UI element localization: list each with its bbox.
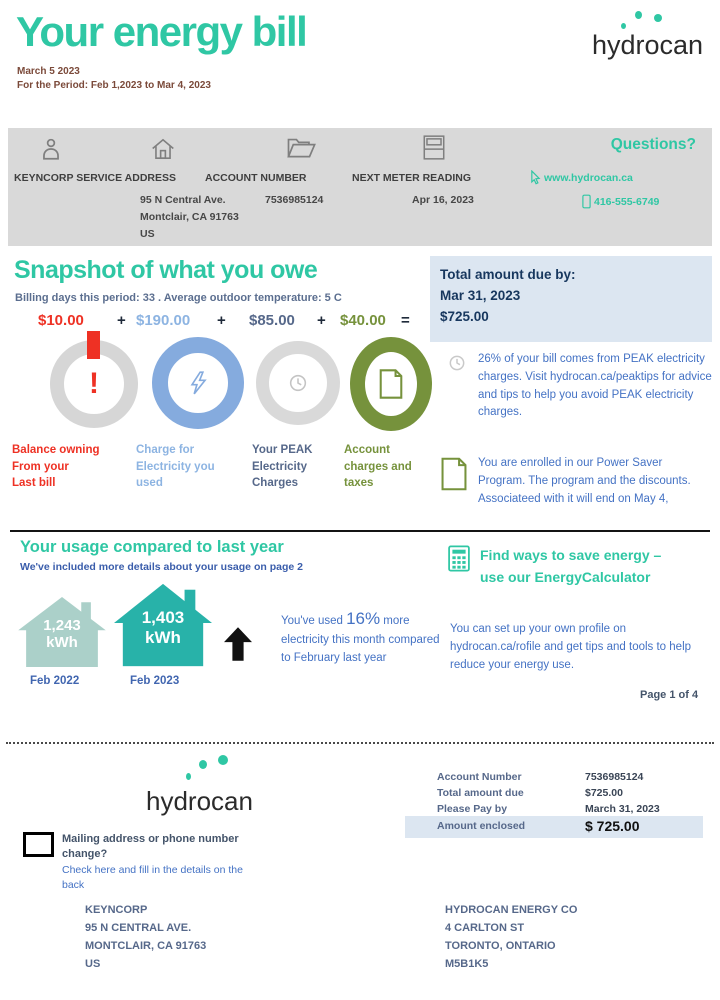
logo-dot-icon — [621, 23, 626, 29]
house-this-year-caption: Feb 2023 — [130, 675, 180, 687]
address-change-note: Check here and fill in the details on th… — [62, 864, 243, 892]
address-change-checkbox[interactable] — [23, 832, 54, 857]
amount-electricity: $190.00 — [136, 312, 191, 329]
usage-heading: Your usage compared to last year — [20, 538, 284, 556]
house-last-year-icon — [18, 597, 106, 667]
amount-peak: $85.00 — [249, 312, 295, 329]
house-this-year-icon — [114, 583, 212, 667]
logo-dot-icon — [199, 760, 207, 769]
service-address-label: KEYNCORP SERVICE ADDRESS — [14, 172, 177, 184]
home-icon — [152, 138, 174, 160]
amount-charges: $40.00 — [340, 312, 386, 329]
document-icon — [441, 457, 467, 491]
charges-donut-label: Account charges and taxes — [344, 444, 412, 490]
amount-enclosed-band — [405, 816, 703, 838]
energy-calculator-text: Find ways to save energy – use our Energ… — [480, 547, 662, 585]
meter-reading-value: Apr 16, 2023 — [412, 194, 474, 206]
logo-dot-icon — [635, 11, 642, 19]
info-band: KEYNCORP SERVICE ADDRESS ACCOUNT NUMBER … — [8, 128, 712, 246]
equals-sign: = — [401, 312, 410, 329]
customer-address: KEYNCORP 95 N CENTRAL AVE. MONTCLAIR, CA… — [85, 904, 207, 971]
stub-brand-logo: hydrocan — [146, 786, 253, 816]
total-due-amount: $725.00 — [440, 308, 489, 324]
website-link[interactable]: www.hydrocan.ca — [530, 170, 633, 185]
stub-row-value: March 31, 2023 — [585, 803, 660, 815]
calculator-icon — [448, 545, 470, 572]
logo-dot-icon — [186, 773, 191, 780]
plus-sign: + — [217, 312, 226, 329]
balance-donut-label: Balance owning From your Last bill — [12, 444, 100, 490]
amount-enclosed-value: $ 725.00 — [585, 818, 640, 834]
total-due-heading: Total amount due by: — [440, 267, 576, 282]
peak-note: 26% of your bill comes from PEAK electri… — [478, 353, 712, 419]
peak-donut — [256, 341, 340, 425]
balance-donut-segment — [87, 331, 100, 359]
questions-heading: Questions? — [610, 136, 696, 153]
company-address: HYDROCAN ENERGY CO 4 CARLTON ST TORONTO,… — [445, 904, 578, 971]
account-number-value: 7536985124 — [265, 194, 324, 206]
service-address-value: 95 N Central Ave. Montclair, CA 91763 US — [140, 194, 239, 240]
power-saver-note: You are enrolled in our Power Saver Prog… — [478, 457, 691, 505]
profile-text: You can set up your own profile on hydro… — [450, 623, 692, 671]
stub-row-label: Please Pay by — [437, 803, 508, 815]
electricity-donut — [152, 337, 244, 429]
cursor-icon — [531, 170, 541, 185]
phone-icon — [582, 194, 591, 209]
clock-icon — [289, 374, 307, 392]
account-number-label: ACCOUNT NUMBER — [205, 172, 307, 184]
usage-subheading: We've included more details about your u… — [20, 561, 303, 573]
total-due-date: Mar 31, 2023 — [440, 287, 521, 303]
snapshot-subheading: Billing days this period: 33 . Average o… — [15, 292, 342, 304]
logo-dot-icon — [218, 755, 228, 765]
exclamation-glyph: ! — [89, 367, 99, 400]
stub-row-value: $725.00 — [585, 787, 623, 799]
lightning-icon — [190, 371, 207, 395]
document-icon — [379, 369, 403, 399]
usage-last-year-value: 1,243 kWh — [43, 617, 81, 652]
person-icon — [43, 138, 59, 160]
usage-percent: 16% — [346, 609, 381, 628]
stub-row-label: Total amount due — [437, 787, 524, 799]
snapshot-heading: Snapshot of what you owe — [14, 256, 318, 284]
total-due-box: Total amount due by: Mar 31, 2023 $725.0… — [430, 256, 712, 342]
peak-donut-label: Your PEAK Electricity Charges — [252, 444, 313, 490]
brand-logo: hydrocan — [592, 30, 704, 60]
page-title: Your energy bill — [16, 8, 308, 55]
charges-donut — [350, 337, 432, 431]
bill-date: March 5 2023 — [17, 66, 80, 77]
plus-sign: + — [317, 312, 326, 329]
meter-reading-label: NEXT METER READING — [352, 172, 472, 184]
up-arrow-icon — [224, 627, 252, 661]
page-indicator: Page 1 of 4 — [640, 689, 699, 701]
electricity-donut-label: Charge for Electricity you used — [136, 444, 215, 490]
billing-period: For the Period: Feb 1,2023 to Mar 4, 202… — [17, 80, 211, 91]
stub-row-label: Amount enclosed — [437, 820, 526, 832]
plus-sign: + — [117, 312, 126, 329]
address-change-title: Mailing address or phone number change? — [62, 833, 239, 861]
tear-line — [6, 742, 714, 744]
usage-comparison-text: You've used 16% more electricity this mo… — [281, 609, 440, 665]
section-divider — [10, 530, 710, 532]
stub-row-label: Account Number — [437, 771, 522, 783]
clock-icon — [449, 355, 465, 371]
stub-row-value: 7536985124 — [585, 771, 644, 783]
phone-link[interactable]: 416-555-6749 — [582, 194, 659, 209]
folder-icon — [287, 138, 316, 158]
amount-balance: $10.00 — [38, 312, 84, 329]
meter-icon — [423, 135, 445, 160]
house-last-year-caption: Feb 2022 — [30, 675, 80, 687]
logo-dot-icon — [654, 14, 662, 22]
usage-this-year-value: 1,403 kWh — [141, 608, 185, 647]
